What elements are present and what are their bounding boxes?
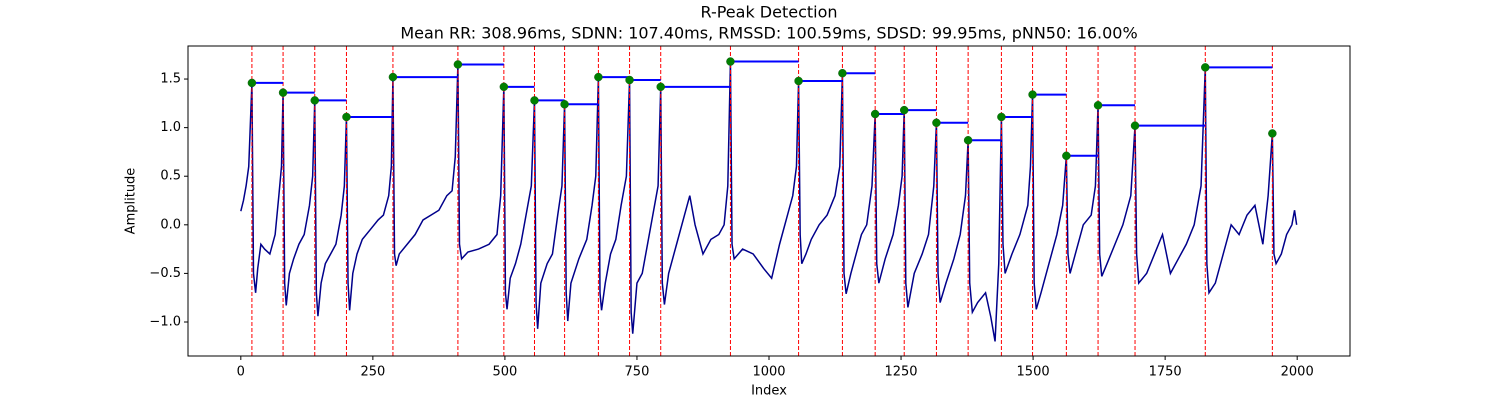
x-axis-label: Index [751, 384, 787, 399]
r-peak [1062, 151, 1071, 161]
r-peak [247, 78, 257, 88]
r-peak [278, 88, 288, 97]
signal-line [240, 61, 1298, 342]
x-tick-label: 1250 [884, 365, 917, 380]
x-tick-label: 0 [237, 365, 245, 380]
r-peak [1028, 90, 1037, 99]
r-peak [726, 57, 735, 66]
y-tick-label: 1.5 [160, 72, 181, 87]
y-tick-label: 0.5 [160, 169, 181, 184]
r-peak [1268, 129, 1277, 138]
y-tick-label: −0.5 [149, 266, 181, 281]
r-peak [932, 118, 941, 128]
r-peak [1130, 121, 1140, 130]
x-tick-label: 750 [625, 365, 650, 380]
x-tick-label: 1000 [752, 365, 785, 380]
r-peak [899, 105, 909, 115]
r-peak [838, 68, 847, 78]
x-tick-label: 500 [492, 365, 517, 380]
y-tick-label: −1.0 [149, 314, 181, 329]
y-tick-label: 0.0 [160, 217, 181, 232]
plot-frame [187, 45, 1351, 357]
chart-title: R-Peak Detection [700, 3, 837, 22]
x-tick-label: 1750 [1149, 365, 1182, 380]
y-axis-label: Amplitude [124, 168, 139, 235]
r-peak [963, 136, 973, 145]
r-peak [1093, 101, 1103, 110]
r-peak [530, 96, 539, 105]
x-tick-label: 250 [360, 365, 385, 380]
r-peak [656, 82, 665, 92]
r-peak [794, 76, 803, 86]
r-peak [870, 109, 880, 119]
r-peak [625, 75, 634, 85]
r-peak [342, 112, 351, 122]
r-peak [310, 96, 320, 105]
y-tick-label: 1.0 [160, 120, 181, 135]
r-peak [453, 60, 463, 69]
r-peak [997, 112, 1006, 122]
chart-subtitle: Mean RR: 308.96ms, SDNN: 107.40ms, RMSSD… [400, 24, 1137, 43]
r-peak [594, 72, 603, 82]
r-peak [1201, 63, 1210, 72]
r-peak [499, 82, 509, 92]
r-peak [388, 72, 398, 82]
x-tick-label: 1500 [1017, 365, 1050, 380]
x-tick-label: 2000 [1281, 365, 1314, 380]
r-peak [560, 100, 569, 109]
